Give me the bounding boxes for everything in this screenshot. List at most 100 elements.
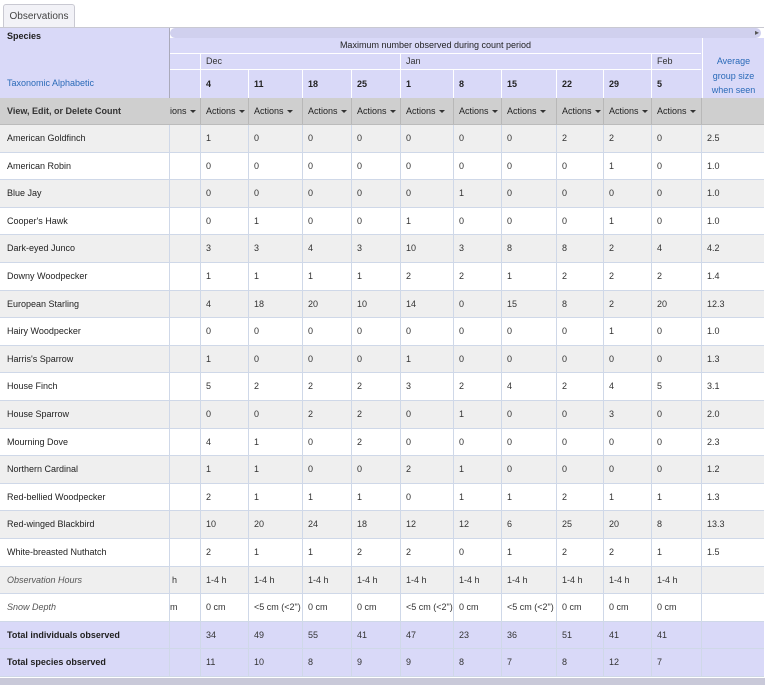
count-cell: 1 [200, 345, 248, 373]
count-cell-partial [170, 456, 200, 483]
avg-label-line3: when seen [711, 85, 756, 95]
count-cell: 0 [453, 428, 501, 456]
count-cell: 4 [200, 290, 248, 318]
total-cell: 34 [200, 621, 248, 649]
extra-cell: 1-4 h [248, 566, 302, 594]
date-column-header: 25 [357, 79, 368, 89]
actions-dropdown[interactable]: Actions [302, 98, 351, 124]
count-cell: 0 [248, 180, 302, 207]
actions-dropdown[interactable]: ions [170, 98, 200, 124]
count-cell: 0 [200, 152, 248, 180]
species-column: Species Taxonomic Alphabetic View, Edit,… [0, 28, 170, 677]
extra-cell: 1-4 h [556, 566, 603, 594]
count-cell: 0 [603, 456, 651, 483]
count-cell: 1 [501, 483, 556, 511]
count-cell: 24 [302, 511, 351, 538]
total-cell: 9 [400, 649, 453, 676]
count-cell: 0 [302, 456, 351, 483]
count-cell: 1 [453, 483, 501, 511]
table-row: 3 3 4 3 10 3 8 8 2 4 4.2 [170, 235, 764, 263]
observations-tab[interactable]: Observations [3, 4, 75, 28]
count-cell: 12 [400, 511, 453, 538]
count-cell: 20 [651, 290, 702, 318]
actions-dropdown[interactable]: Actions [651, 98, 702, 124]
count-cell: 1 [200, 262, 248, 290]
horizontal-scrollbar[interactable]: ▸ [170, 28, 761, 38]
table-row: 0 0 0 0 0 1 0 0 0 0 1.0 [170, 180, 764, 208]
total-cell-partial [170, 622, 200, 649]
actions-label: Actions [406, 106, 436, 116]
actions-dropdown[interactable]: Actions [351, 98, 400, 124]
species-name: Mourning Dove [0, 428, 170, 457]
count-cell: 1 [248, 428, 302, 456]
table-row: 0 0 0 0 0 0 0 0 1 0 1.0 [170, 318, 764, 346]
actions-label: Actions [254, 106, 284, 116]
count-cell: 8 [501, 235, 556, 262]
header-divider [400, 54, 401, 98]
count-cell: 0 [351, 345, 400, 373]
table-row: 4 1 0 2 0 0 0 0 0 0 2.3 [170, 428, 764, 457]
actions-dropdown[interactable]: Actions [400, 98, 453, 124]
extra-row-label: Observation Hours [0, 566, 170, 595]
count-cell: 0 [501, 345, 556, 373]
scroll-right-icon[interactable]: ▸ [754, 28, 759, 37]
count-cell: 1 [651, 538, 702, 566]
date-column-header: 18 [308, 79, 319, 89]
actions-dropdown[interactable]: Actions [603, 98, 651, 124]
species-name: European Starling [0, 290, 170, 319]
sort-taxonomic-link[interactable]: Taxonomic Alphabetic [7, 78, 95, 88]
count-cell: 0 [400, 152, 453, 180]
count-cell: 0 [351, 207, 400, 235]
count-cell-partial [170, 511, 200, 538]
count-cell: 0 [501, 180, 556, 207]
count-cell: 2 [302, 373, 351, 400]
count-cell-partial [170, 180, 200, 207]
count-cell: 18 [248, 290, 302, 318]
count-cell-partial [170, 373, 200, 400]
count-cell: 0 [501, 428, 556, 456]
count-cell: 10 [200, 511, 248, 538]
count-cell: 2 [603, 538, 651, 566]
avg-group-size-header[interactable]: Average group size when seen [702, 38, 764, 98]
count-cell: 2 [351, 538, 400, 566]
total-cell: 8 [453, 649, 501, 676]
count-cell: 2 [603, 290, 651, 318]
species-name: Hairy Woodpecker [0, 318, 170, 346]
count-cell: 0 [556, 152, 603, 180]
count-cell: 3 [200, 235, 248, 262]
actions-dropdown[interactable]: Actions [556, 98, 603, 124]
count-cell: 0 [501, 318, 556, 345]
header-divider [651, 54, 652, 98]
bottom-scroll-track[interactable] [0, 678, 765, 685]
count-cell: 2 [603, 235, 651, 262]
total-row-label: Total individuals observed [0, 621, 170, 650]
avg-group-size-cell: 1.2 [701, 456, 764, 483]
actions-dropdown[interactable]: Actions [200, 98, 248, 124]
count-cell: 3 [351, 235, 400, 262]
count-cell: 20 [302, 290, 351, 318]
count-cell: 4 [200, 428, 248, 456]
total-cell: 8 [556, 649, 603, 676]
count-cell-partial [170, 208, 200, 235]
extra-cell: <5 cm (<2") [501, 594, 556, 621]
count-cell-partial [170, 153, 200, 180]
count-cell: 2 [556, 262, 603, 290]
header-divider [200, 54, 201, 98]
count-cell: 0 [400, 180, 453, 207]
count-cell: 0 [200, 318, 248, 345]
total-cell-partial [170, 649, 200, 676]
actions-dropdown[interactable]: Actions [453, 98, 501, 124]
total-row-label: Total species observed [0, 649, 170, 677]
species-name: Red-bellied Woodpecker [0, 483, 170, 512]
date-column-header: 1 [406, 79, 412, 89]
count-cell: 5 [200, 373, 248, 400]
count-cell: 1 [453, 400, 501, 428]
actions-dropdown[interactable]: Actions [501, 98, 556, 124]
count-cell: 0 [556, 428, 603, 456]
count-cell: 2 [302, 400, 351, 428]
actions-dropdown[interactable]: Actions [248, 98, 302, 124]
header-divider [248, 70, 249, 98]
count-cell: 6 [501, 511, 556, 538]
count-cell: 1 [651, 483, 702, 511]
count-cell: 3 [400, 373, 453, 400]
